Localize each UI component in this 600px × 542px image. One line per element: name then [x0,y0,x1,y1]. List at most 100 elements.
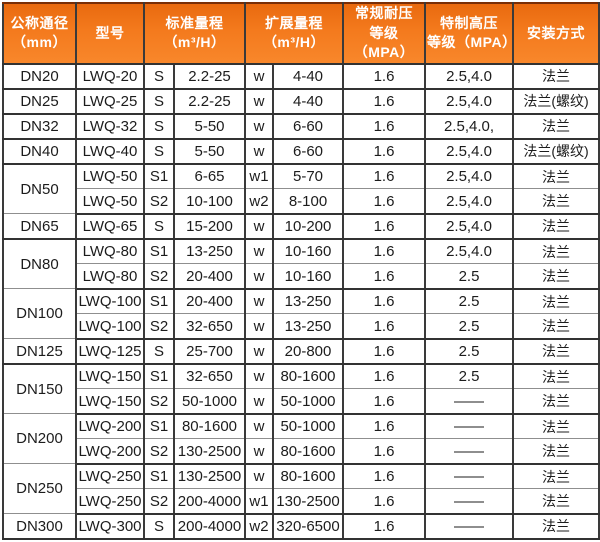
cell-ext-range: 10-160 [272,238,344,265]
cell-std-code: S [143,213,175,240]
cell-regular-pressure: 1.6 [342,338,426,365]
cell-installation: 法兰 [512,488,600,515]
cell-ext-range: 20-800 [272,338,344,365]
cell-nominal-diameter: DN20 [2,63,77,90]
table-row: LWQ-100 S2 32-650 w 13-250 1.6 2.5 法兰 [3,313,600,340]
cell-regular-pressure: 1.6 [342,463,426,490]
table-row: LWQ-150 S2 50-1000 w 50-1000 1.6 —— 法兰 [3,388,600,415]
cell-ext-code: w [244,288,274,315]
table-row: DN65 LWQ-65 S 15-200 w 10-200 1.6 2.5,4.… [2,213,600,240]
cell-installation: 法兰 [512,513,600,540]
cell-regular-pressure: 1.6 [342,88,426,115]
cell-model: LWQ-125 [75,338,145,365]
cell-model: LWQ-100 [75,313,145,340]
cell-regular-pressure: 1.6 [342,488,426,515]
cell-high-pressure: 2.5 [424,288,514,315]
cell-model: LWQ-32 [75,113,145,140]
cell-ext-range: 8-100 [272,188,344,215]
cell-high-pressure: —— [424,438,514,465]
cell-model: LWQ-20 [75,63,145,90]
table-row: DN20 LWQ-20 S 2.2-25 w 4-40 1.6 2.5,4.0 … [2,63,600,90]
cell-std-code: S [143,88,175,115]
cell-installation: 法兰 [512,163,600,190]
cell-model: LWQ-150 [75,363,145,390]
cell-std-code: S2 [143,313,175,340]
table-row: DN40 LWQ-40 S 5-50 w 6-60 1.6 2.5,4.0 法兰… [2,138,600,165]
cell-std-code: S1 [143,163,175,190]
cell-regular-pressure: 1.6 [342,313,426,340]
cell-high-pressure: 2.5,4.0 [424,163,514,190]
header-regular-pressure: 常规耐压 等级（MPA） [342,2,426,65]
cell-high-pressure: 2.5 [424,338,514,365]
cell-nominal-diameter: DN50 [2,163,77,215]
cell-regular-pressure: 1.6 [342,413,426,440]
header-model: 型号 [75,2,145,65]
cell-model: LWQ-150 [75,388,145,415]
cell-std-range: 50-1000 [173,388,246,415]
header-extended-range: 扩展量程 （m³/H） [244,2,344,65]
cell-high-pressure: —— [424,463,514,490]
cell-regular-pressure: 1.6 [342,213,426,240]
cell-installation: 法兰 [512,288,600,315]
cell-std-range: 200-4000 [173,513,246,540]
cell-ext-range: 320-6500 [272,513,344,540]
cell-ext-range: 5-70 [272,163,344,190]
cell-regular-pressure: 1.6 [342,63,426,90]
cell-ext-range: 4-40 [272,63,344,90]
cell-regular-pressure: 1.6 [342,438,426,465]
cell-ext-code: w [244,313,274,340]
cell-regular-pressure: 1.6 [342,263,426,290]
cell-std-range: 25-700 [173,338,246,365]
cell-installation: 法兰 [512,388,600,415]
cell-std-code: S1 [143,363,175,390]
cell-ext-code: w2 [244,513,274,540]
table-row: DN50 LWQ-50 S1 6-65 w1 5-70 1.6 2.5,4.0 … [2,163,600,215]
cell-high-pressure: 2.5 [424,313,514,340]
cell-std-range: 32-650 [173,313,246,340]
cell-std-code: S2 [143,388,175,415]
cell-std-range: 2.2-25 [173,88,246,115]
cell-model: LWQ-200 [75,438,145,465]
cell-installation: 法兰(螺纹) [512,88,600,115]
cell-ext-range: 80-1600 [272,363,344,390]
table-row: DN250 LWQ-250 S1 130-2500 w 80-1600 1.6 … [2,463,600,515]
cell-ext-code: w2 [244,188,274,215]
cell-regular-pressure: 1.6 [342,513,426,540]
cell-model: LWQ-65 [75,213,145,240]
cell-high-pressure: 2.5,4.0 [424,63,514,90]
cell-std-range: 200-4000 [173,488,246,515]
cell-std-code: S [143,63,175,90]
table-row: DN32 LWQ-32 S 5-50 w 6-60 1.6 2.5,4.0, 法… [2,113,600,140]
cell-ext-range: 6-60 [272,138,344,165]
header-installation: 安装方式 [512,2,600,65]
cell-nominal-diameter: DN300 [2,513,77,540]
cell-std-range: 15-200 [173,213,246,240]
cell-nominal-diameter: DN40 [2,138,77,165]
cell-model: LWQ-40 [75,138,145,165]
cell-std-code: S2 [143,263,175,290]
cell-std-range: 130-2500 [173,463,246,490]
cell-model: LWQ-100 [75,288,145,315]
cell-installation: 法兰 [512,263,600,290]
cell-std-code: S1 [143,288,175,315]
cell-high-pressure: 2.5,4.0, [424,113,514,140]
cell-ext-range: 50-1000 [272,388,344,415]
cell-installation: 法兰 [512,213,600,240]
cell-model: LWQ-300 [75,513,145,540]
table-row: DN25 LWQ-25 S 2.2-25 w 4-40 1.6 2.5,4.0 … [2,88,600,115]
cell-installation: 法兰(螺纹) [512,138,600,165]
cell-std-range: 6-65 [173,163,246,190]
cell-ext-range: 80-1600 [272,438,344,465]
cell-std-code: S [143,113,175,140]
cell-ext-code: w [244,363,274,390]
cell-model: LWQ-50 [75,188,145,215]
table-row: LWQ-250 S2 200-4000 w1 130-2500 1.6 —— 法… [3,488,600,515]
cell-nominal-diameter: DN65 [2,213,77,240]
cell-nominal-diameter: DN250 [2,463,77,515]
cell-model: LWQ-200 [75,413,145,440]
cell-model: LWQ-250 [75,463,145,490]
table-row: DN300 LWQ-300 S 200-4000 w2 320-6500 1.6… [2,513,600,540]
cell-std-range: 20-400 [173,263,246,290]
cell-nominal-diameter: DN25 [2,88,77,115]
cell-nominal-diameter: DN100 [2,288,77,340]
